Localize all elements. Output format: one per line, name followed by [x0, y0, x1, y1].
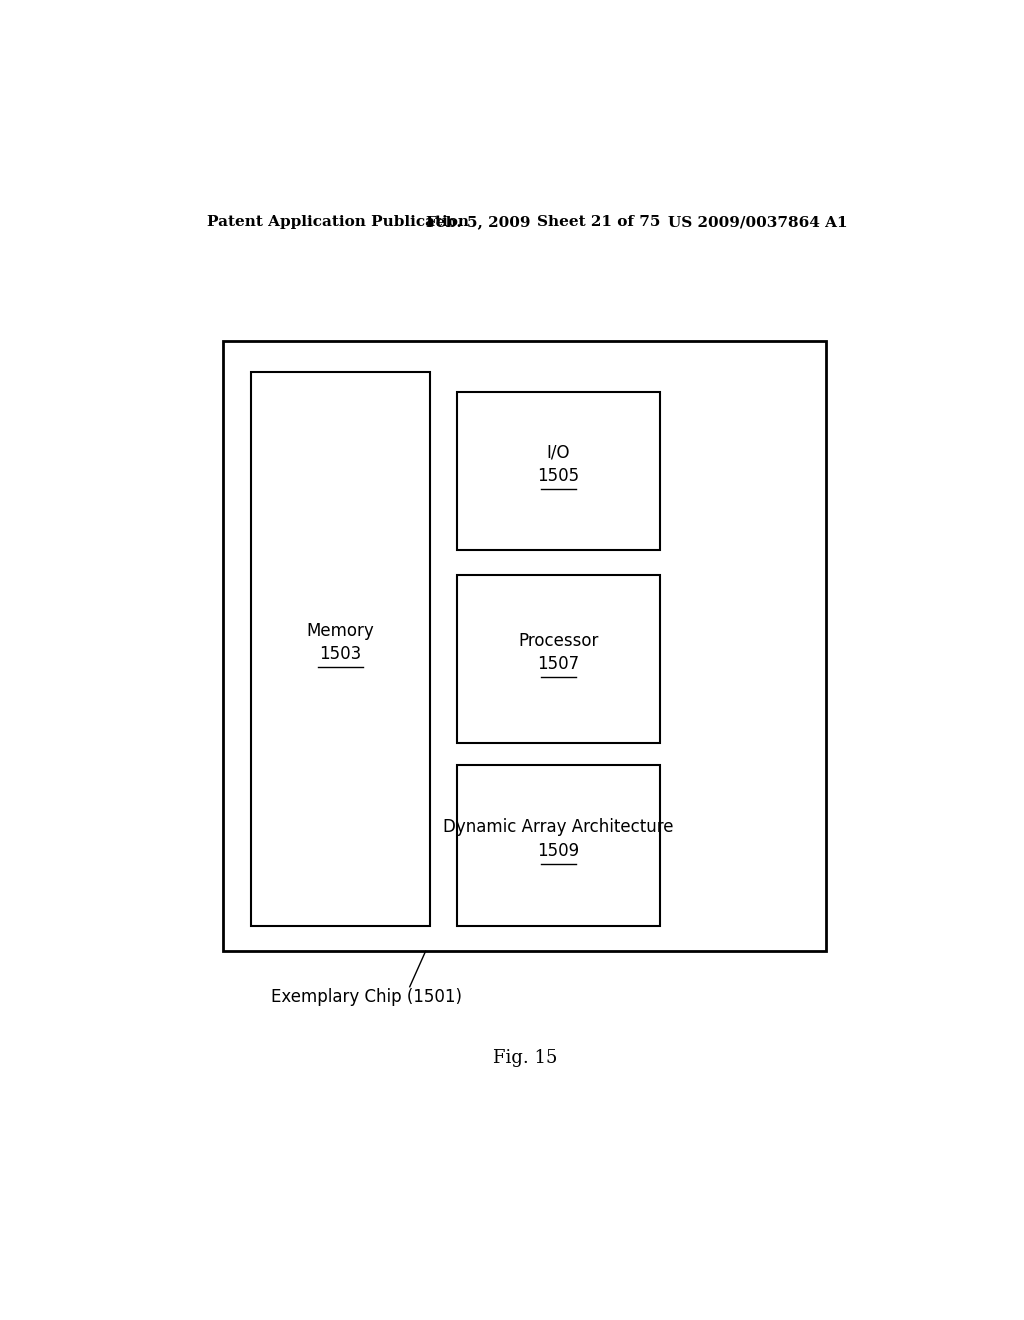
Text: Memory: Memory — [306, 622, 374, 639]
Text: 1507: 1507 — [538, 655, 580, 673]
Text: I/O: I/O — [547, 444, 570, 462]
Text: 1503: 1503 — [319, 645, 361, 663]
Bar — [458, 576, 659, 743]
Text: 1505: 1505 — [538, 467, 580, 484]
Bar — [458, 766, 659, 925]
Text: Fig. 15: Fig. 15 — [493, 1049, 557, 1067]
Bar — [251, 372, 430, 925]
Bar — [223, 342, 826, 952]
Text: Dynamic Array Architecture: Dynamic Array Architecture — [443, 818, 674, 836]
Text: Feb. 5, 2009: Feb. 5, 2009 — [426, 215, 530, 230]
Text: Processor: Processor — [518, 632, 599, 649]
Bar — [458, 392, 659, 549]
Text: 1509: 1509 — [538, 842, 580, 859]
Text: US 2009/0037864 A1: US 2009/0037864 A1 — [668, 215, 847, 230]
Text: Patent Application Publication: Patent Application Publication — [207, 215, 469, 230]
Text: Sheet 21 of 75: Sheet 21 of 75 — [537, 215, 660, 230]
Text: Exemplary Chip (1501): Exemplary Chip (1501) — [270, 987, 462, 1006]
